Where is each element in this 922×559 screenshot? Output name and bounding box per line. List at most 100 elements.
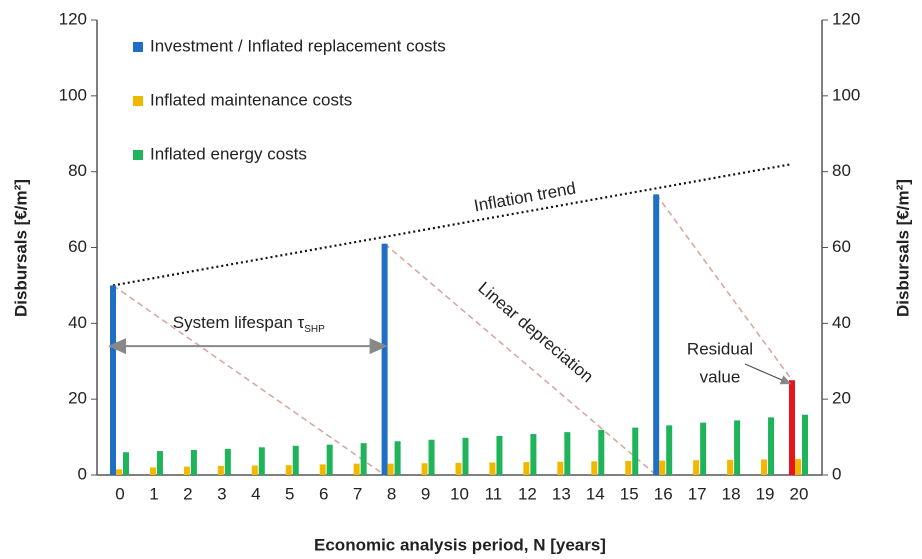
bar bbox=[326, 444, 333, 475]
x-tick-label: 10 bbox=[450, 484, 469, 503]
bar bbox=[666, 425, 673, 475]
legend-label: Inflated energy costs bbox=[150, 144, 307, 163]
bar bbox=[734, 420, 741, 475]
bar bbox=[123, 452, 129, 475]
bar bbox=[496, 435, 503, 475]
bar bbox=[564, 432, 571, 475]
bar bbox=[462, 437, 469, 475]
lifespan-label: System lifespan τSHP bbox=[173, 314, 325, 335]
x-tick-label: 2 bbox=[183, 484, 192, 503]
depreciation-line bbox=[112, 284, 386, 476]
bar bbox=[149, 467, 156, 475]
bar bbox=[110, 285, 116, 475]
x-tick-label: 8 bbox=[387, 484, 396, 503]
y-tick-label: 80 bbox=[68, 161, 87, 180]
bar bbox=[761, 459, 768, 475]
bar bbox=[768, 417, 775, 475]
bar bbox=[598, 429, 605, 475]
y-tick-label: 60 bbox=[68, 237, 87, 256]
bar bbox=[727, 459, 734, 475]
legend-swatch bbox=[133, 150, 143, 160]
bar bbox=[625, 460, 632, 475]
bar bbox=[387, 463, 394, 475]
residual-arrow bbox=[744, 363, 792, 385]
bar bbox=[700, 422, 707, 475]
y2-tick-label: 60 bbox=[832, 237, 851, 256]
y-tick-label: 20 bbox=[68, 389, 87, 408]
y-axis-label: Disbursals [€/m²] bbox=[11, 179, 30, 317]
bar bbox=[795, 459, 801, 475]
x-tick-label: 11 bbox=[485, 484, 503, 503]
y2-tick-label: 40 bbox=[832, 313, 851, 332]
x-tick-label: 13 bbox=[552, 484, 571, 503]
bar bbox=[653, 194, 660, 475]
y2-tick-label: 120 bbox=[832, 9, 860, 28]
y2-tick-label: 20 bbox=[832, 389, 851, 408]
bar bbox=[455, 462, 462, 475]
x-tick-label: 6 bbox=[319, 484, 328, 503]
bar bbox=[789, 380, 795, 475]
bar bbox=[394, 441, 401, 475]
bar bbox=[659, 460, 666, 475]
y2-tick-label: 100 bbox=[832, 85, 860, 104]
x-tick-label: 16 bbox=[654, 484, 673, 503]
y-tick-label: 40 bbox=[68, 313, 87, 332]
bar bbox=[591, 461, 598, 475]
x-tick-label: 18 bbox=[722, 484, 741, 503]
bar bbox=[190, 449, 197, 475]
depreciation-line bbox=[384, 243, 657, 476]
bar bbox=[632, 427, 639, 475]
bar bbox=[217, 465, 224, 475]
bar bbox=[183, 466, 190, 475]
lifespan-subscript: SHP bbox=[304, 324, 325, 335]
legend-swatch bbox=[133, 42, 143, 52]
depreciation-label: Linear depreciation bbox=[474, 278, 596, 386]
bar bbox=[353, 463, 360, 475]
bar bbox=[224, 448, 231, 475]
x-tick-label: 1 bbox=[149, 484, 158, 503]
bar bbox=[156, 451, 163, 475]
x-tick-label: 5 bbox=[285, 484, 294, 503]
y-tick-label: 120 bbox=[59, 9, 87, 28]
bar bbox=[802, 414, 808, 475]
bar bbox=[381, 243, 388, 475]
y-tick-label: 100 bbox=[59, 85, 87, 104]
trend-line bbox=[112, 163, 793, 287]
lifespan-text: System lifespan τ bbox=[173, 314, 305, 333]
bar bbox=[530, 434, 537, 475]
legend-label: Investment / Inflated replacement costs bbox=[150, 36, 446, 55]
x-tick-label: 4 bbox=[251, 484, 260, 503]
residual-label: value bbox=[700, 367, 741, 386]
bar bbox=[428, 439, 435, 475]
bar bbox=[251, 465, 258, 475]
x-tick-label: 12 bbox=[518, 484, 537, 503]
residual-label: Residual bbox=[687, 339, 753, 358]
x-tick-label: 17 bbox=[688, 484, 707, 503]
bar bbox=[557, 461, 564, 475]
depreciation-line bbox=[655, 193, 793, 381]
bar bbox=[421, 463, 428, 475]
y2-tick-label: 80 bbox=[832, 161, 851, 180]
legend-label: Inflated maintenance costs bbox=[150, 90, 352, 109]
bar bbox=[285, 465, 292, 475]
bar bbox=[523, 462, 530, 475]
bar bbox=[693, 460, 700, 475]
x-axis-label: Economic analysis period, N [years] bbox=[314, 535, 606, 554]
trend-label: Inflation trend bbox=[472, 179, 577, 216]
bar bbox=[360, 443, 367, 475]
x-tick-label: 15 bbox=[620, 484, 639, 503]
x-tick-label: 7 bbox=[353, 484, 362, 503]
x-tick-label: 19 bbox=[756, 484, 775, 503]
y2-tick-label: 0 bbox=[832, 464, 841, 483]
y2-axis-label: Disbursals [€/m²] bbox=[893, 179, 912, 317]
x-tick-label: 20 bbox=[790, 484, 809, 503]
x-tick-label: 14 bbox=[586, 484, 605, 503]
bar bbox=[489, 462, 496, 475]
legend-swatch bbox=[133, 96, 143, 106]
x-tick-label: 3 bbox=[217, 484, 226, 503]
bar bbox=[258, 447, 265, 475]
bar bbox=[116, 469, 122, 475]
y-tick-label: 0 bbox=[78, 464, 87, 483]
x-tick-label: 9 bbox=[421, 484, 430, 503]
